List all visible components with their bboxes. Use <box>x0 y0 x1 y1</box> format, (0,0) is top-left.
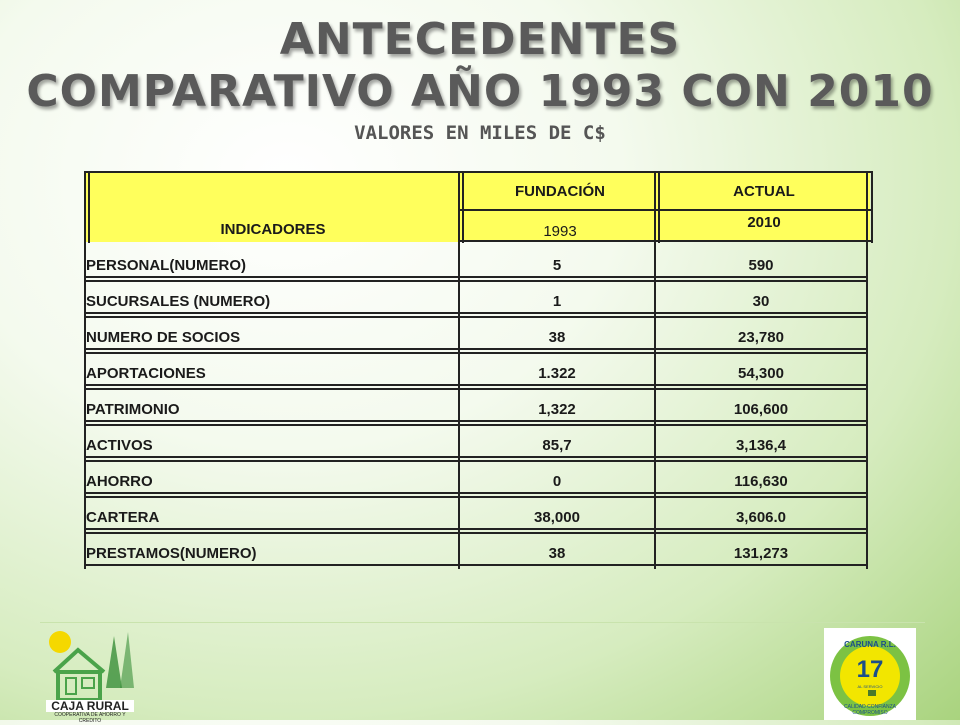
header-indicadores: INDICADORES <box>220 221 326 238</box>
grid-line <box>84 528 868 530</box>
value-1993-cell: 5 <box>552 256 562 274</box>
caruna-top-text: CARUNA R.L. <box>844 640 896 649</box>
grid-line <box>462 171 464 243</box>
grid-line <box>88 171 90 243</box>
caruna-small-text: AL SERVICIO <box>857 684 883 689</box>
grid-line <box>84 456 868 458</box>
value-2010-cell: 116,630 <box>734 472 788 490</box>
value-2010-cell: 590 <box>748 256 774 274</box>
indicator-cell: PRESTAMOS(NUMERO) <box>86 544 257 562</box>
grid-line <box>458 171 460 569</box>
value-2010-cell: 30 <box>752 292 770 310</box>
caja-rural-text: CAJA RURAL <box>51 699 129 713</box>
header-actual: ACTUAL <box>658 172 870 210</box>
header-year-1993: 1993 <box>462 210 658 242</box>
grid-line <box>84 492 868 494</box>
grid-line <box>84 316 868 318</box>
value-1993-cell: 38,000 <box>534 508 580 526</box>
grid-line <box>866 171 868 243</box>
grid-line <box>84 496 868 498</box>
grid-line <box>84 460 868 462</box>
grid-line <box>871 171 873 243</box>
grid-line <box>84 424 868 426</box>
house-trees-icon <box>46 631 134 712</box>
caja-rural-logo: CAJA RURAL COOPERATIVA DE AHORRO Y CREDI… <box>44 628 136 724</box>
indicator-cell: CARTERA <box>86 508 160 526</box>
grid-line <box>654 171 656 569</box>
value-2010-cell: 131,273 <box>733 544 789 562</box>
value-2010-cell: 54,300 <box>738 364 784 382</box>
value-2010-cell: 106,600 <box>733 400 789 418</box>
header-fundacion: FUNDACIÓN <box>462 172 658 210</box>
grid-line <box>84 312 868 314</box>
grid-line <box>658 171 660 243</box>
indicator-cell: APORTACIONES <box>86 364 206 382</box>
value-1993-cell: 1,322 <box>538 400 576 418</box>
grid-line <box>84 388 868 390</box>
value-1993-cell: 38 <box>548 544 566 562</box>
title-line-2: COMPARATIVO AÑO 1993 CON 2010 <box>26 66 934 117</box>
value-2010-cell: 3,606.0 <box>735 508 787 526</box>
value-1993-cell: 1 <box>552 292 562 310</box>
grid-line <box>84 280 868 282</box>
grid-line <box>866 243 868 569</box>
grid-line <box>458 240 873 242</box>
grid-line <box>84 348 868 350</box>
indicator-cell: PERSONAL(NUMERO) <box>86 256 246 274</box>
header-indicadores-cell: INDICADORES <box>84 172 462 242</box>
grid-line <box>84 564 868 566</box>
grid-line <box>84 171 86 569</box>
indicator-cell: ACTIVOS <box>86 436 153 454</box>
footer-divider <box>40 622 925 623</box>
value-1993-cell: 38 <box>548 328 566 346</box>
grid-line <box>458 209 873 211</box>
caja-rural-subtext: COOPERATIVA DE AHORRO Y CREDITO <box>54 712 126 724</box>
header-year-2010: 2010 <box>658 210 870 242</box>
value-1993-cell: 1.322 <box>538 364 576 382</box>
value-2010-cell: 3,136,4 <box>735 436 787 454</box>
value-2010-cell: 23,780 <box>738 328 784 346</box>
grid-line <box>84 171 873 173</box>
caruna-seal-icon <box>830 636 910 716</box>
subtitle: VALORES EN MILES DE C$ <box>354 122 606 144</box>
caruna-logo: CARUNA R.L. 17 AL SERVICIO CALIDAD CONFI… <box>824 628 916 720</box>
indicator-cell: PATRIMONIO <box>86 400 180 418</box>
caruna-number: 17 <box>856 656 884 683</box>
grid-line <box>84 420 868 422</box>
indicator-cell: SUCURSALES (NUMERO) <box>86 292 271 310</box>
value-1993-cell: 0 <box>552 472 562 490</box>
indicator-cell: NUMERO DE SOCIOS <box>86 328 241 346</box>
value-1993-cell: 85,7 <box>542 436 572 454</box>
grid-line <box>84 276 868 278</box>
title-line-1: ANTECEDENTES <box>279 14 681 65</box>
grid-line <box>84 352 868 354</box>
indicator-cell: AHORRO <box>86 472 153 490</box>
grid-line <box>84 532 868 534</box>
caruna-bottom-text: CALIDAD CONFIANZA COMPROMISO <box>844 704 896 716</box>
grid-line <box>84 384 868 386</box>
